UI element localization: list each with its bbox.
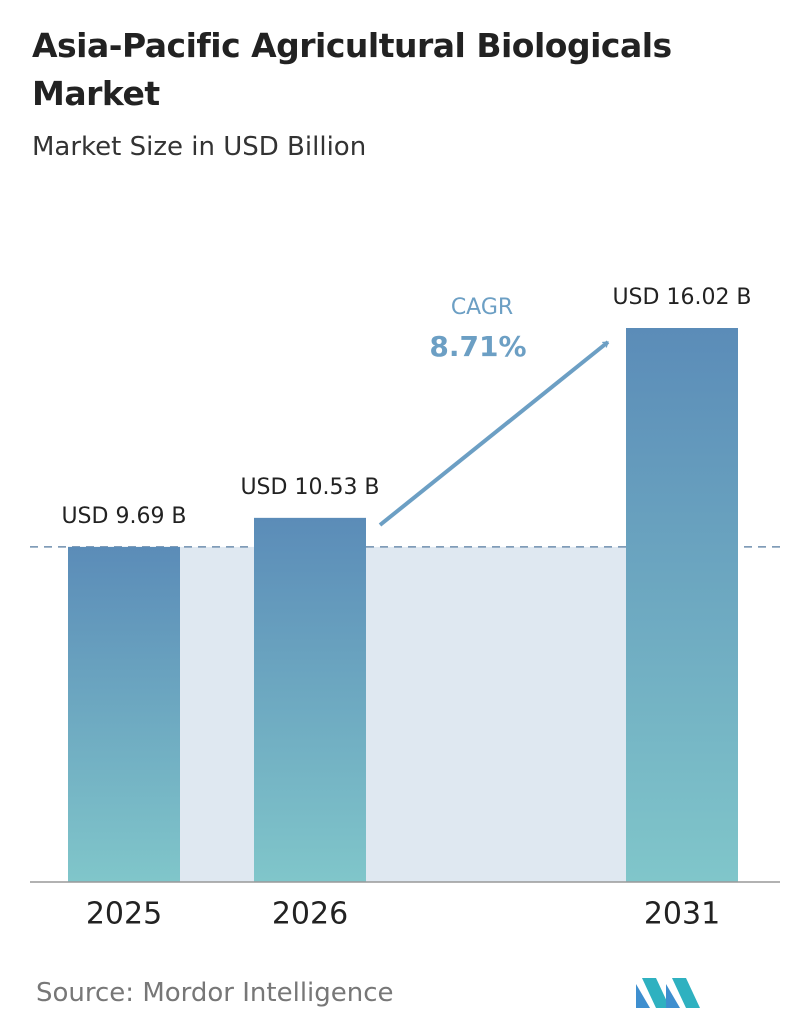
bar [68,546,180,882]
x-tick-label: 2025 [86,897,162,932]
logo [636,978,700,1008]
bar [254,517,366,882]
cagr-value: 8.71% [429,330,526,363]
x-tick-label: 2026 [272,897,348,932]
value-label: USD 16.02 B [612,285,751,310]
cagr-arrow [378,340,610,527]
cagr-label: CAGR [451,295,513,320]
chart-title: Asia-Pacific Agricultural Biologicals Ma… [32,26,672,113]
bar [626,328,738,882]
source: Source: Mordor Intelligence [36,978,394,1008]
chart-subtitle: Market Size in USD Billion [32,132,367,162]
value-label: USD 9.69 B [61,504,186,529]
value-label: USD 10.53 B [240,475,379,500]
x-tick-label: 2031 [644,897,720,932]
